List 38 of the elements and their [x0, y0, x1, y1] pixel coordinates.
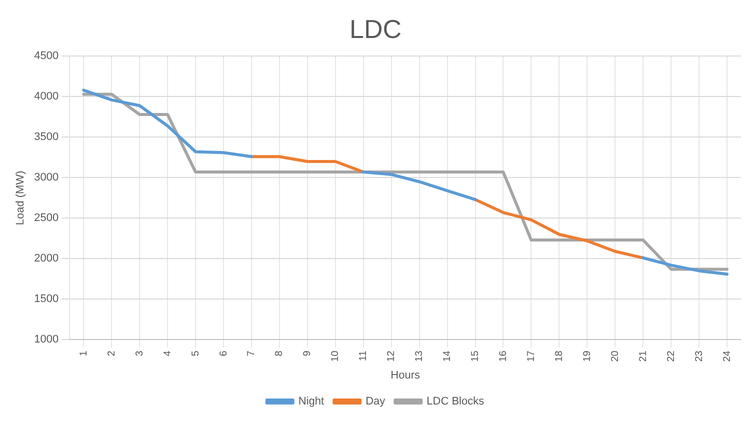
x-tick-label: 21 [638, 350, 649, 362]
x-tick-label: 20 [610, 350, 621, 362]
x-tick-label: 23 [694, 350, 705, 362]
legend-label: Night [298, 396, 324, 408]
y-tick-label: 2500 [34, 212, 59, 224]
x-tick-label: 16 [498, 350, 509, 362]
x-tick-label: 7 [246, 350, 258, 356]
x-tick-label: 18 [554, 350, 565, 362]
x-tick-label: 5 [190, 350, 202, 356]
x-tick-label: 13 [414, 350, 426, 362]
x-tick-label: 11 [358, 350, 370, 362]
x-tick-label: 9 [302, 350, 314, 356]
x-tick-label: 14 [442, 350, 454, 362]
x-tick-label: 24 [722, 350, 733, 362]
x-tick-label: 8 [274, 350, 286, 356]
y-tick-label: 1500 [34, 293, 59, 306]
x-tick-label: 6 [218, 350, 230, 356]
y-tick-label: 4500 [34, 50, 59, 62]
x-tick-label: 17 [526, 350, 537, 362]
x-tick-label: 22 [666, 350, 677, 362]
chart-title: LDC [349, 14, 402, 44]
y-tick-label: 3500 [34, 131, 59, 144]
y-tick-label: 2000 [34, 252, 59, 265]
x-tick-label: 3 [134, 350, 146, 356]
x-tick-label: 12 [386, 350, 398, 362]
y-tick-label: 3000 [34, 172, 59, 184]
legend-label: Day [366, 396, 386, 408]
x-tick-label: 4 [162, 350, 174, 356]
y-tick-label: 1000 [34, 334, 59, 346]
x-tick-label: 15 [470, 350, 482, 362]
x-tick-label: 19 [582, 350, 593, 362]
x-axis-title: Hours [390, 369, 421, 382]
legend-label: LDC Blocks [426, 396, 485, 408]
y-tick-label: 4000 [34, 90, 59, 103]
y-axis-title: Load (MW) [14, 170, 27, 226]
x-tick-label: 10 [330, 350, 342, 362]
x-tick-label: 2 [106, 350, 118, 356]
x-tick-label: 1 [78, 350, 90, 356]
